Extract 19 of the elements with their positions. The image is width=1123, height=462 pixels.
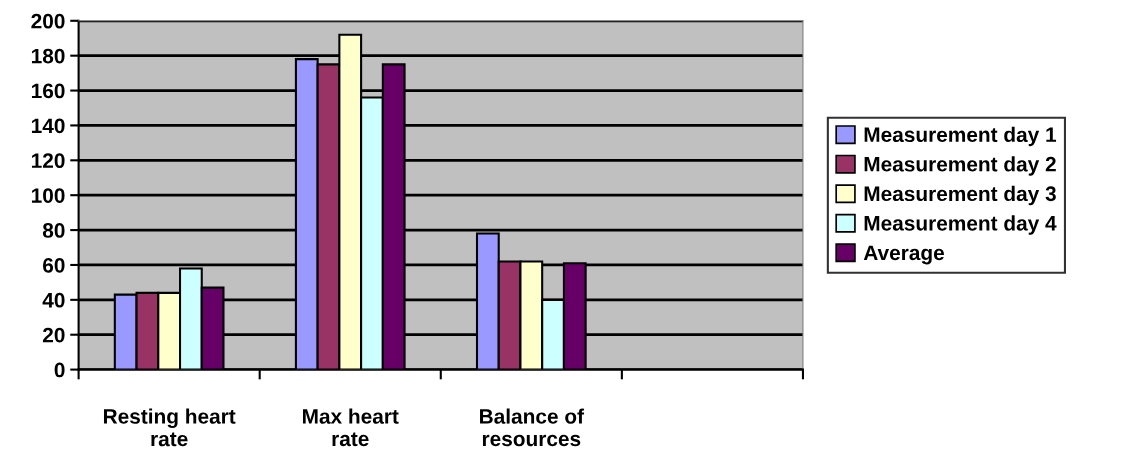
y-tick-label: 200 [31, 13, 65, 29]
y-tick-label: 120 [31, 153, 65, 169]
y-tick-label: 100 [31, 188, 65, 203]
y-tick-label: 40 [42, 292, 65, 308]
x-tick-label: Balance of resources [480, 408, 585, 447]
y-tick-label: 0 [54, 362, 65, 378]
legend-label: Average [863, 245, 944, 265]
legend-label: Measurement day 1 [864, 126, 1057, 147]
legend-label: Measurement day 3 [864, 185, 1056, 206]
y-tick-label: 20 [42, 327, 65, 343]
y-tick-label: 180 [31, 48, 65, 64]
x-tick-label: Max heart rate [303, 408, 399, 447]
y-tick-label: 60 [43, 257, 65, 273]
y-tick-label: 80 [42, 223, 65, 238]
y-tick-label: 140 [31, 118, 65, 134]
x-tick-label: Resting heart rate [103, 408, 236, 447]
y-tick-label: 160 [31, 83, 65, 99]
legend-label: Measurement day 4 [864, 215, 1057, 235]
legend-label: Measurement day 2 [864, 156, 1056, 176]
